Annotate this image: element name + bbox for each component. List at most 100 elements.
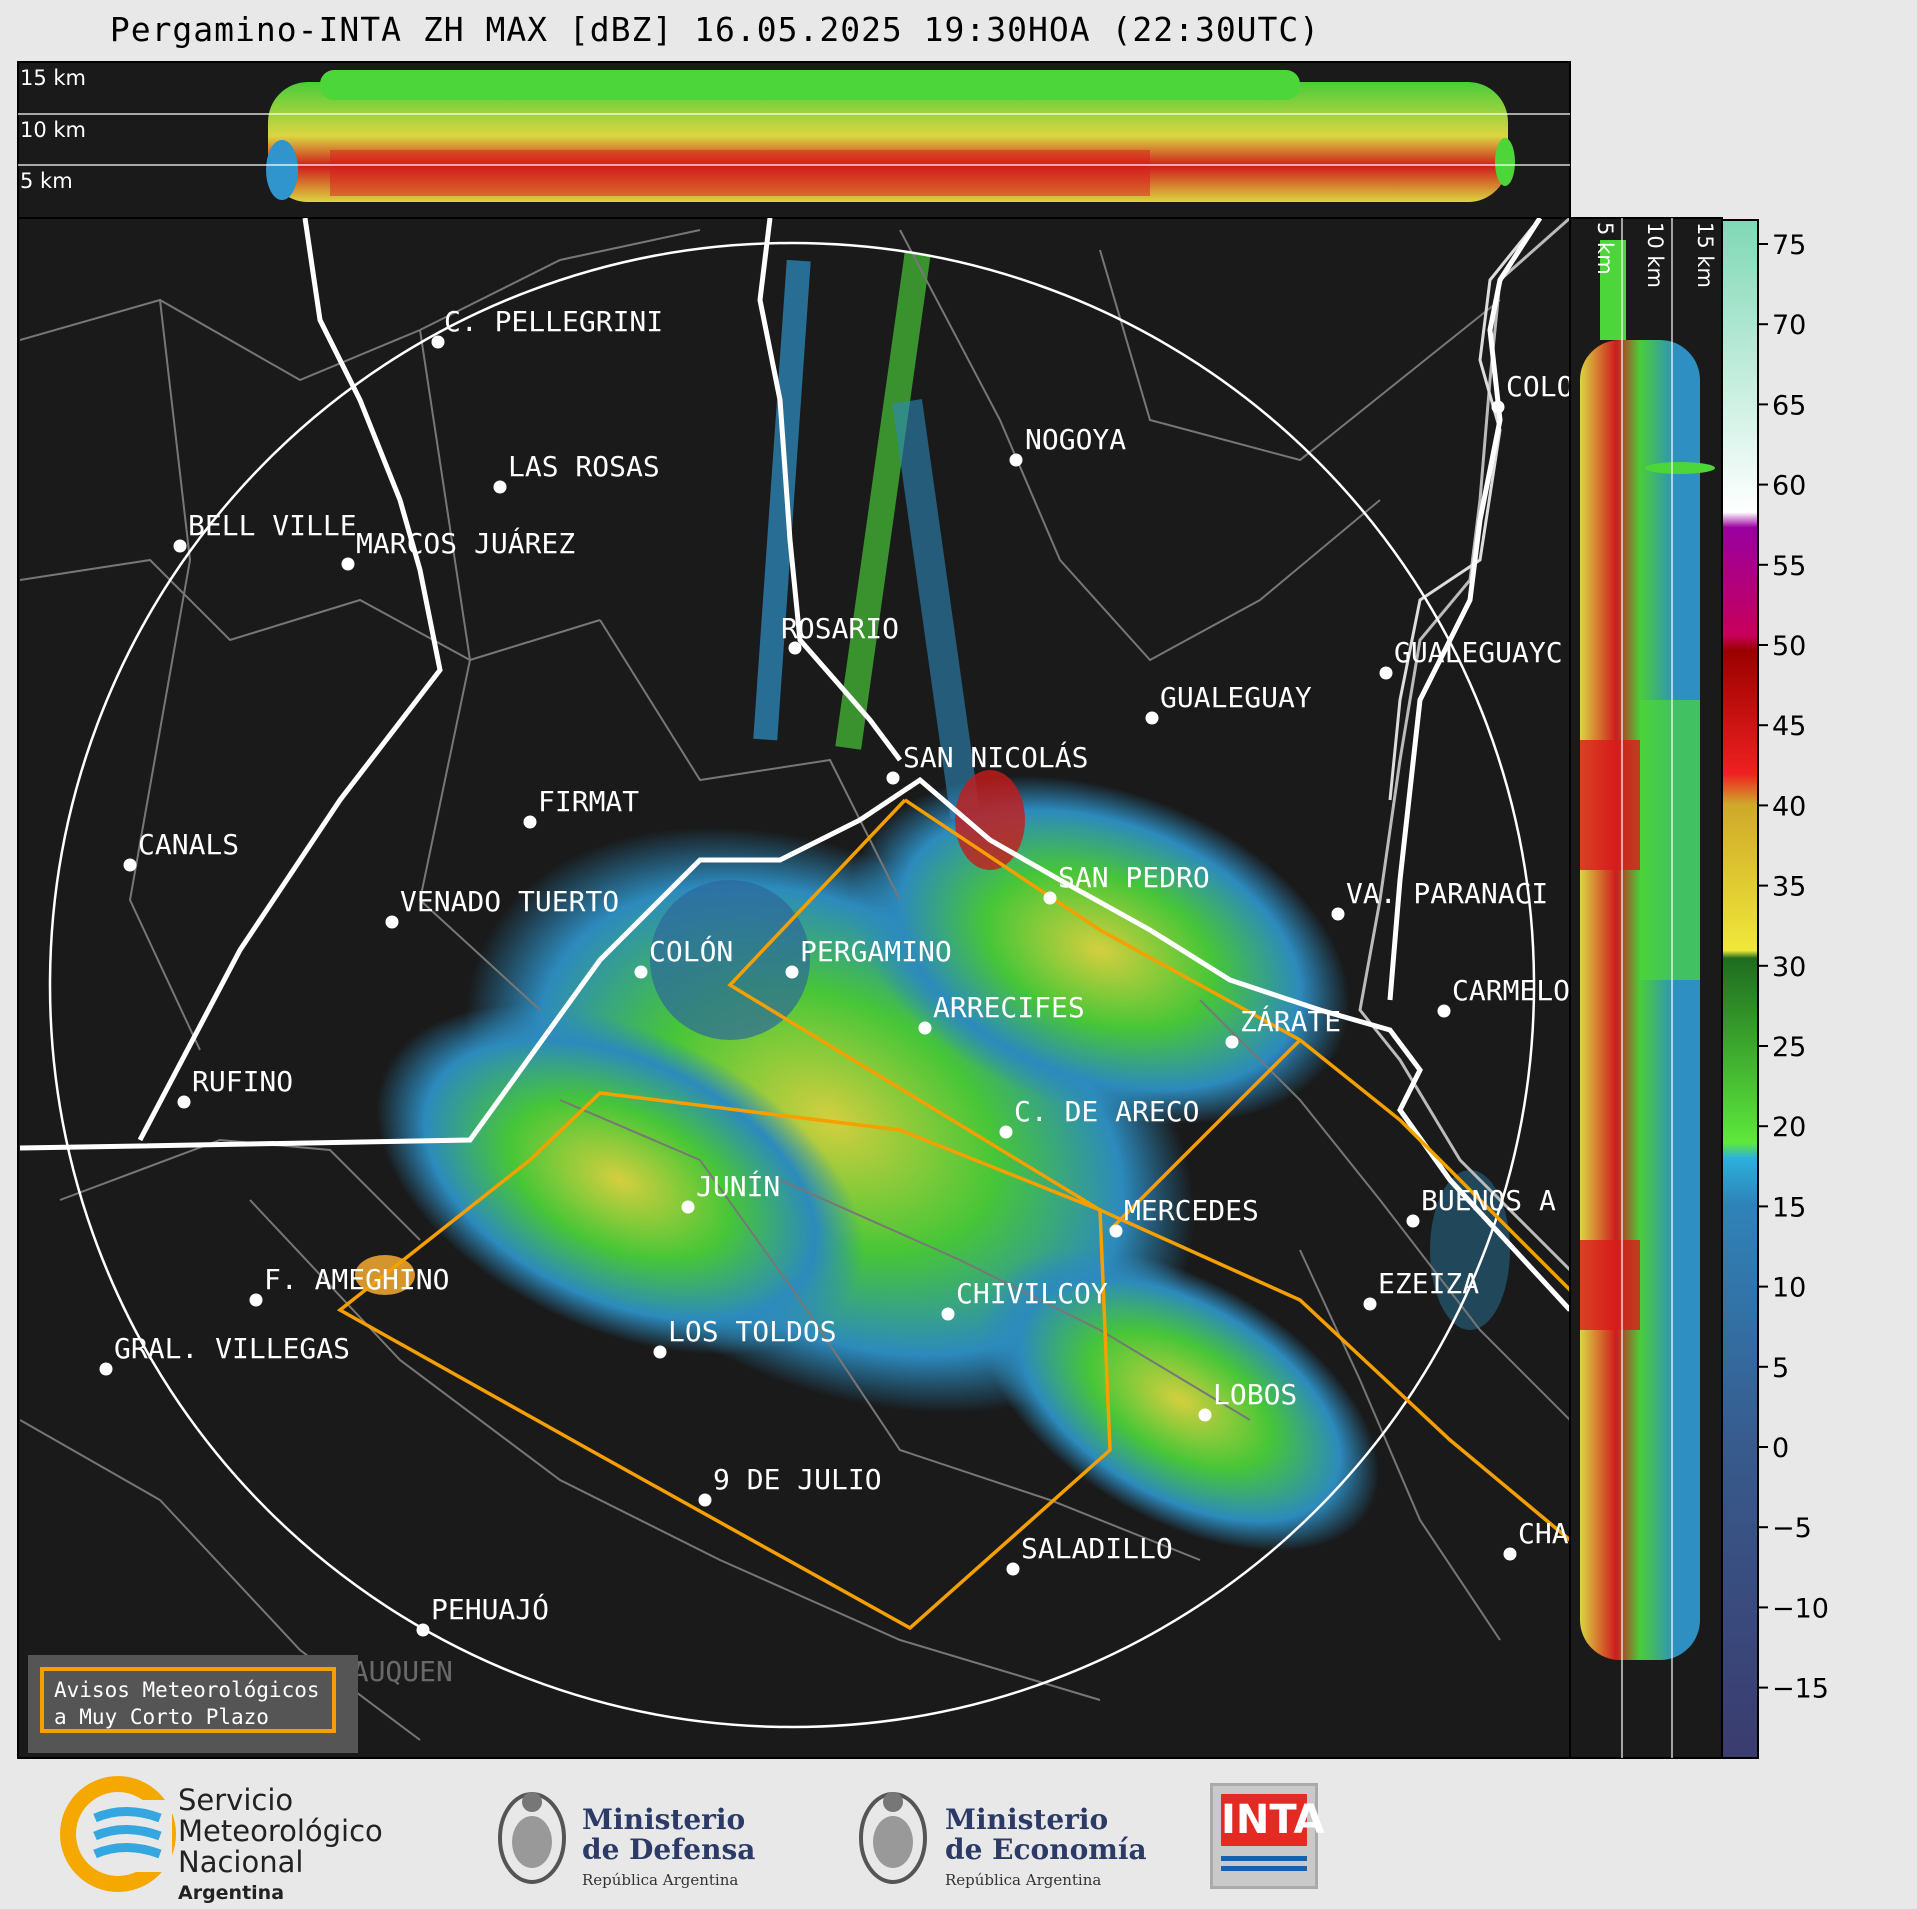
city-marker-buenos-a [1406, 1214, 1420, 1228]
city-label-bell-ville: BELL VILLE [188, 509, 357, 542]
inta-logo-label: INTA [1221, 1794, 1325, 1846]
city-label-nogoya: NOGOYA [1025, 423, 1126, 456]
city-marker-bell-ville [173, 539, 187, 553]
city-label-venado-tuerto: VENADO TUERTO [400, 885, 619, 918]
legend-line-1: Avisos Meteorológicos [54, 1678, 320, 1702]
city-label-c-de-areco: C. DE ARECO [1014, 1095, 1199, 1128]
colorbar-tick-label: 10 [1772, 1273, 1806, 1304]
city-marker-san-nicolás [886, 771, 900, 785]
city-label-gral-villegas: GRAL. VILLEGAS [114, 1332, 350, 1365]
city-marker-mercedes [1109, 1224, 1123, 1238]
city-marker-gualeguayc [1379, 666, 1393, 680]
city-marker-va-paranaci [1331, 907, 1345, 921]
side-alt-label-5: 5 km [1593, 222, 1617, 275]
city-marker-venado-tuerto [385, 915, 399, 929]
city-marker-nogoya [1009, 453, 1023, 467]
city-marker-colo [1491, 400, 1505, 414]
colorbar-tick-label: 60 [1772, 471, 1806, 502]
city-label-9-de-julio: 9 DE JULIO [713, 1463, 882, 1496]
footer-logos [0, 1760, 1917, 1909]
city-marker-pehuajó [416, 1623, 430, 1637]
city-label-pergamino: PERGAMINO [800, 935, 952, 968]
city-marker-pergamino [785, 965, 799, 979]
city-marker-arrecifes [918, 1021, 932, 1035]
city-label-gualeguay: GUALEGUAY [1160, 681, 1312, 714]
top-alt-label-5: 5 km [20, 169, 73, 193]
colorbar-tick-label: 0 [1772, 1433, 1789, 1464]
colorbar-tick-label: 45 [1772, 711, 1806, 742]
colorbar-tick-label: 25 [1772, 1032, 1806, 1063]
city-marker-san-pedro [1043, 891, 1057, 905]
legend-inner: Avisos Meteorológicos a Muy Corto Plazo [40, 1667, 336, 1733]
city-label-cha: CHA [1518, 1517, 1569, 1550]
economia-line-2: de Economía [945, 1833, 1147, 1866]
inta-logo: INTA [1210, 1783, 1325, 1889]
economia-seal [859, 1792, 927, 1884]
city-marker-lobos [1198, 1408, 1212, 1422]
department-boundaries [20, 229, 1570, 1741]
top-alt-label-10: 10 km [20, 118, 86, 142]
city-marker-f-ameghino [249, 1293, 263, 1307]
economia-line-1: Ministerio [945, 1803, 1109, 1836]
warning-polygons [336, 798, 1570, 1631]
city-label-los-toldos: LOS TOLDOS [668, 1315, 837, 1348]
inta-stripe-2 [1221, 1866, 1307, 1871]
legend-line-2: a Muy Corto Plazo [54, 1705, 269, 1729]
city-marker-marcos-juárez [341, 557, 355, 571]
city-label-canals: CANALS [138, 828, 239, 861]
city-marker-junín [681, 1200, 695, 1214]
city-marker-saladillo [1006, 1562, 1020, 1576]
smn-line-4: Argentina [178, 1882, 285, 1904]
colorbar-tick-label: 20 [1772, 1112, 1806, 1143]
city-label-lobos: LOBOS [1213, 1378, 1297, 1411]
smn-logo [60, 1776, 176, 1892]
city-label-san-pedro: SAN PEDRO [1058, 861, 1210, 894]
city-label-f-ameghino: F. AMEGHINO [264, 1263, 449, 1296]
city-marker-rufino [177, 1095, 191, 1109]
colorbar-tick-label: 15 [1772, 1192, 1806, 1223]
smn-line-3: Nacional [178, 1845, 304, 1879]
top-cross-section-echoes [266, 70, 1515, 202]
city-label-gualeguayc: GUALEGUAYC [1394, 636, 1563, 669]
city-label-pehuajó: PEHUAJÓ [431, 1592, 549, 1626]
colorbar-tick-label: 65 [1772, 390, 1806, 421]
colorbar-tick-label: 40 [1772, 791, 1806, 822]
city-marker-gral-villegas [99, 1362, 113, 1376]
colorbar-tick-label: 30 [1772, 952, 1806, 983]
page-title: Pergamino-INTA ZH MAX [dBZ] 16.05.2025 1… [109, 10, 1321, 49]
colorbar-tick-label: −10 [1772, 1593, 1829, 1624]
colorbar-tick-label: 75 [1772, 230, 1806, 261]
city-label-chivilcoy: CHIVILCOY [956, 1277, 1108, 1310]
colorbar-tick-label: 50 [1772, 631, 1806, 662]
colorbar-tick-label: 55 [1772, 551, 1806, 582]
city-marker-ezeiza [1363, 1297, 1377, 1311]
city-marker-las-rosas [493, 480, 507, 494]
city-label-colón: COLÓN [649, 934, 733, 968]
city-marker-firmat [523, 815, 537, 829]
city-marker-zárate [1225, 1035, 1239, 1049]
colorbar-tick-label: −5 [1772, 1513, 1812, 1544]
side-cross-section-echoes [1580, 240, 1715, 1660]
city-label-va-paranaci: VA. PARANACI [1346, 877, 1548, 910]
side-alt-label-10: 10 km [1643, 222, 1667, 288]
city-marker-cha [1503, 1547, 1517, 1561]
smn-line-2: Meteorológico [178, 1814, 383, 1848]
defensa-line-3: República Argentina [582, 1871, 739, 1889]
city-marker-c-pellegrini [431, 335, 445, 349]
city-label-saladillo: SALADILLO [1021, 1532, 1173, 1565]
city-marker-9-de-julio [698, 1493, 712, 1507]
economia-logo-text: Ministerio de Economía República Argenti… [945, 1805, 1147, 1895]
colorbar-tick-label: −15 [1772, 1674, 1829, 1705]
defensa-line-2: de Defensa [582, 1833, 756, 1866]
defensa-logo-text: Ministerio de Defensa República Argentin… [582, 1805, 755, 1895]
city-label-carmelo: CARMELO [1452, 974, 1570, 1007]
radar-visualization: 15 km 10 km 5 km [17, 61, 1829, 1759]
city-label-las-rosas: LAS ROSAS [508, 450, 660, 483]
city-marker-gualeguay [1145, 711, 1159, 725]
city-marker-los-toldos [653, 1345, 667, 1359]
city-label-buenos-a: BUENOS A [1421, 1184, 1556, 1217]
economia-line-3: República Argentina [945, 1871, 1102, 1889]
city-label-rufino: RUFINO [192, 1065, 293, 1098]
inta-stripe-1 [1221, 1856, 1307, 1861]
city-label-mercedes: MERCEDES [1124, 1194, 1259, 1227]
